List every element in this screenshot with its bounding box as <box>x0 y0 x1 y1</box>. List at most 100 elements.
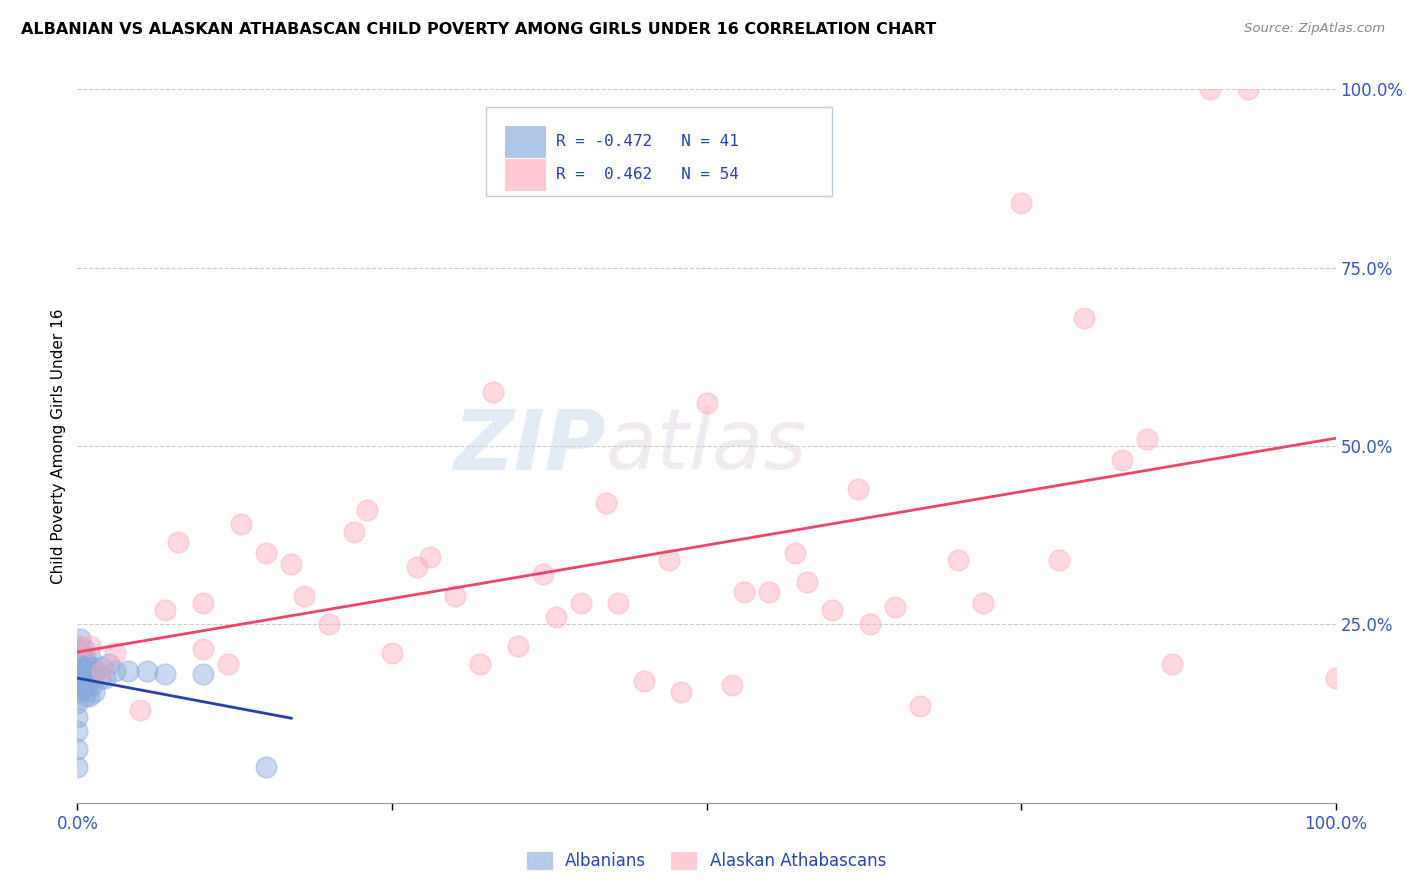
Point <box>66 710 89 724</box>
Point <box>544 610 567 624</box>
Point <box>444 589 467 603</box>
Point <box>155 603 177 617</box>
Point <box>846 482 869 496</box>
Point <box>94 671 117 685</box>
Point <box>569 596 592 610</box>
Point <box>66 674 89 689</box>
Point <box>1047 553 1070 567</box>
Point <box>1324 671 1347 685</box>
Point <box>76 681 98 696</box>
Point <box>1111 453 1133 467</box>
Point <box>1073 310 1095 325</box>
Point <box>910 699 932 714</box>
Point <box>254 760 277 774</box>
Point <box>658 553 681 567</box>
Point <box>671 685 693 699</box>
Point <box>91 660 114 674</box>
Point <box>280 557 302 571</box>
Point <box>72 642 94 657</box>
Text: ZIP: ZIP <box>453 406 606 486</box>
Text: R =  0.462   N = 54: R = 0.462 N = 54 <box>555 167 738 182</box>
Point <box>468 657 491 671</box>
Point <box>821 603 844 617</box>
Text: ALBANIAN VS ALASKAN ATHABASCAN CHILD POVERTY AMONG GIRLS UNDER 16 CORRELATION CH: ALBANIAN VS ALASKAN ATHABASCAN CHILD POV… <box>21 22 936 37</box>
Point <box>217 657 239 671</box>
Point <box>82 678 104 692</box>
Point <box>1236 82 1258 96</box>
Point <box>191 642 215 657</box>
Point <box>254 546 277 560</box>
Point <box>167 535 190 549</box>
Point <box>66 696 89 710</box>
Point <box>129 703 152 717</box>
Point <box>73 689 96 703</box>
Point <box>80 671 103 685</box>
Text: R = -0.472   N = 41: R = -0.472 N = 41 <box>555 135 738 149</box>
Point <box>73 678 96 692</box>
Point <box>356 503 378 517</box>
Point <box>696 396 718 410</box>
Point <box>229 517 252 532</box>
Point <box>859 617 882 632</box>
Point <box>531 567 554 582</box>
Point <box>79 649 101 664</box>
Legend: Albanians, Alaskan Athabascans: Albanians, Alaskan Athabascans <box>520 845 893 877</box>
Point <box>318 617 340 632</box>
Point <box>292 589 315 603</box>
Point <box>66 639 89 653</box>
Point <box>1199 82 1222 96</box>
Point <box>135 664 157 678</box>
Point <box>155 667 177 681</box>
Point <box>633 674 655 689</box>
Point <box>89 671 111 685</box>
Point <box>104 664 127 678</box>
Point <box>381 646 404 660</box>
Point <box>720 678 742 692</box>
Point <box>79 639 101 653</box>
Point <box>83 685 105 699</box>
Point <box>595 496 617 510</box>
FancyBboxPatch shape <box>505 159 546 190</box>
Point <box>796 574 818 589</box>
Point <box>343 524 366 539</box>
Point <box>104 646 127 660</box>
Point <box>481 385 503 400</box>
Point <box>72 667 94 681</box>
Point <box>75 664 97 678</box>
Point <box>607 596 630 610</box>
Point <box>884 599 907 614</box>
Point <box>72 681 94 696</box>
Y-axis label: Child Poverty Among Girls Under 16: Child Poverty Among Girls Under 16 <box>51 309 66 583</box>
Point <box>77 689 100 703</box>
Point <box>70 671 93 685</box>
Text: atlas: atlas <box>606 406 807 486</box>
Point <box>66 685 89 699</box>
Point <box>69 646 91 660</box>
Point <box>66 664 89 678</box>
Point <box>733 585 755 599</box>
Point <box>75 653 97 667</box>
Point <box>66 724 89 739</box>
Point <box>948 553 970 567</box>
FancyBboxPatch shape <box>505 126 546 158</box>
Point <box>66 742 89 756</box>
Point <box>1136 432 1159 446</box>
Point <box>70 657 93 671</box>
Point <box>91 664 114 678</box>
Point <box>72 653 94 667</box>
Point <box>84 664 107 678</box>
Point <box>419 549 441 564</box>
Point <box>66 760 89 774</box>
FancyBboxPatch shape <box>486 107 832 196</box>
Point <box>191 667 215 681</box>
Point <box>406 560 429 574</box>
Point <box>972 596 994 610</box>
Point <box>783 546 806 560</box>
Point <box>1010 196 1032 211</box>
Point <box>117 664 139 678</box>
Point <box>66 639 89 653</box>
Point <box>97 657 120 671</box>
Point <box>76 671 98 685</box>
Point <box>66 653 89 667</box>
Point <box>758 585 780 599</box>
